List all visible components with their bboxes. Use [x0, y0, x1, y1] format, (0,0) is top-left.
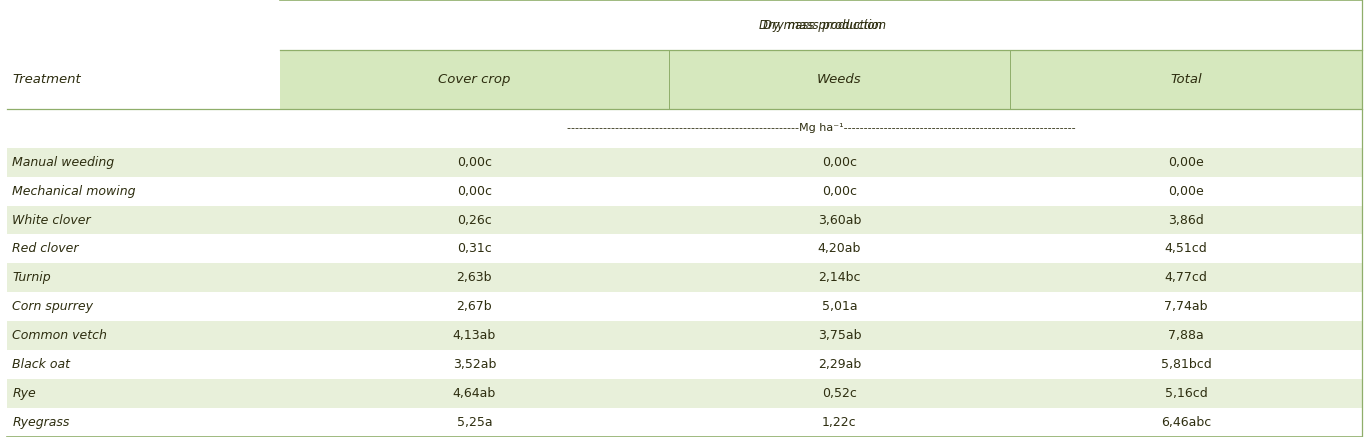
Text: Ryegrass: Ryegrass: [12, 416, 70, 429]
Bar: [7, 205, 1362, 235]
Bar: [7, 350, 1362, 379]
Bar: [7, 235, 1362, 264]
Text: 4,51cd: 4,51cd: [1164, 243, 1208, 256]
Text: Corn spurrey: Corn spurrey: [12, 300, 93, 313]
Text: 2,67b: 2,67b: [456, 300, 493, 313]
Text: White clover: White clover: [12, 214, 91, 226]
Text: Total: Total: [1170, 73, 1203, 86]
Bar: [7, 408, 1362, 437]
Text: 4,77cd: 4,77cd: [1164, 271, 1208, 284]
Text: 4,13ab: 4,13ab: [453, 329, 495, 342]
Text: 0,00c: 0,00c: [822, 156, 857, 169]
Text: 0,31c: 0,31c: [457, 243, 491, 256]
Text: 5,01a: 5,01a: [822, 300, 857, 313]
Text: Weeds: Weeds: [818, 73, 861, 86]
Text: 0,00c: 0,00c: [457, 156, 491, 169]
Text: 0,26c: 0,26c: [457, 214, 491, 226]
Text: 3,75ab: 3,75ab: [818, 329, 861, 342]
Bar: [7, 321, 1362, 350]
Text: 7,88a: 7,88a: [1168, 329, 1204, 342]
Text: 0,00c: 0,00c: [822, 184, 857, 198]
Text: 3,60ab: 3,60ab: [818, 214, 861, 226]
Text: 6,46abc: 6,46abc: [1162, 416, 1211, 429]
Bar: [280, 50, 1362, 109]
Bar: [7, 109, 1362, 148]
Bar: [7, 379, 1362, 408]
Text: Black oat: Black oat: [12, 358, 70, 371]
Text: Rye: Rye: [12, 387, 35, 400]
Text: 5,16cd: 5,16cd: [1164, 387, 1208, 400]
Text: Dry mass production: Dry mass production: [759, 19, 883, 31]
Text: 4,64ab: 4,64ab: [453, 387, 495, 400]
Text: Turnip: Turnip: [12, 271, 51, 284]
Text: 0,00c: 0,00c: [457, 184, 491, 198]
Text: 0,00e: 0,00e: [1168, 156, 1204, 169]
Text: 0,52c: 0,52c: [822, 387, 857, 400]
Text: 3,52ab: 3,52ab: [453, 358, 495, 371]
Bar: [7, 264, 1362, 292]
Text: Treatment: Treatment: [12, 73, 81, 86]
Bar: [7, 177, 1362, 205]
Text: 2,29ab: 2,29ab: [818, 358, 861, 371]
Bar: [7, 292, 1362, 321]
Text: 3,86d: 3,86d: [1168, 214, 1204, 226]
Text: Common vetch: Common vetch: [12, 329, 108, 342]
Text: 0,00e: 0,00e: [1168, 184, 1204, 198]
Text: 5,81bcd: 5,81bcd: [1160, 358, 1212, 371]
Text: Red clover: Red clover: [12, 243, 79, 256]
Text: Manual weeding: Manual weeding: [12, 156, 115, 169]
Text: 7,74ab: 7,74ab: [1164, 300, 1208, 313]
Text: Dry mass production: Dry mass production: [763, 19, 886, 31]
Bar: [280, 0, 1362, 50]
Text: Cover crop: Cover crop: [438, 73, 511, 86]
Text: ----------------------------------------------------------Mg ha⁻¹---------------: ----------------------------------------…: [566, 124, 1076, 133]
Bar: [7, 148, 1362, 177]
Text: 4,20ab: 4,20ab: [818, 243, 861, 256]
Text: 1,22c: 1,22c: [822, 416, 857, 429]
Text: 2,14bc: 2,14bc: [818, 271, 861, 284]
Text: 5,25a: 5,25a: [456, 416, 493, 429]
Text: Mechanical mowing: Mechanical mowing: [12, 184, 135, 198]
Text: 2,63b: 2,63b: [456, 271, 493, 284]
